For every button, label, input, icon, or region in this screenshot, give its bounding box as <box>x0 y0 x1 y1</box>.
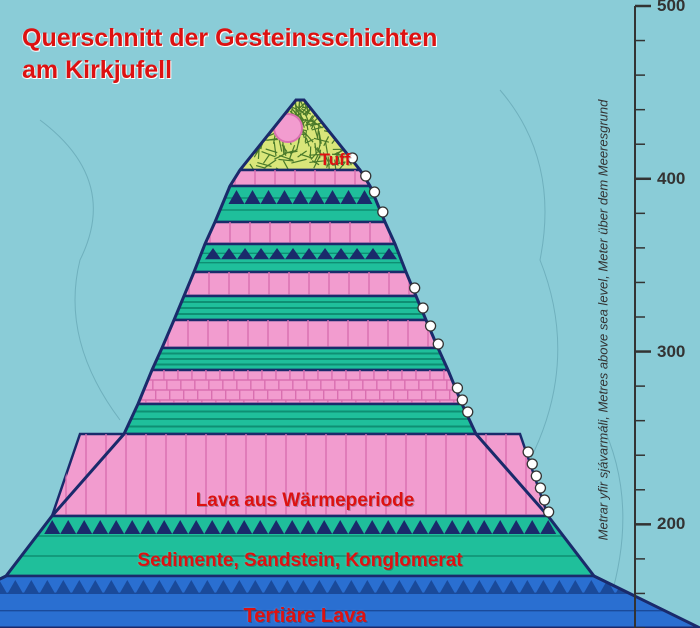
axis-tick-400: 400 <box>657 169 685 189</box>
label-tertiary: Tertiäre Lava <box>243 605 366 628</box>
title-line-2: am Kirkjufell <box>22 56 172 85</box>
axis-tick-200: 200 <box>657 514 685 534</box>
label-tuff: Tuff <box>320 150 351 170</box>
diagram-stage: Querschnitt der Gesteinsschichten am Kir… <box>0 0 700 628</box>
label-sediments: Sedimente, Sandstein, Konglomerat <box>137 550 462 572</box>
title-line-1: Querschnitt der Gesteinsschichten <box>22 24 437 53</box>
axis-label: Metrar yfir sjávarmáli, Metres above sea… <box>596 100 611 541</box>
axis-tick-500: 500 <box>657 0 685 16</box>
label-warm-lava: Lava aus Wärmeperiode <box>196 490 415 512</box>
axis-tick-300: 300 <box>657 342 685 362</box>
